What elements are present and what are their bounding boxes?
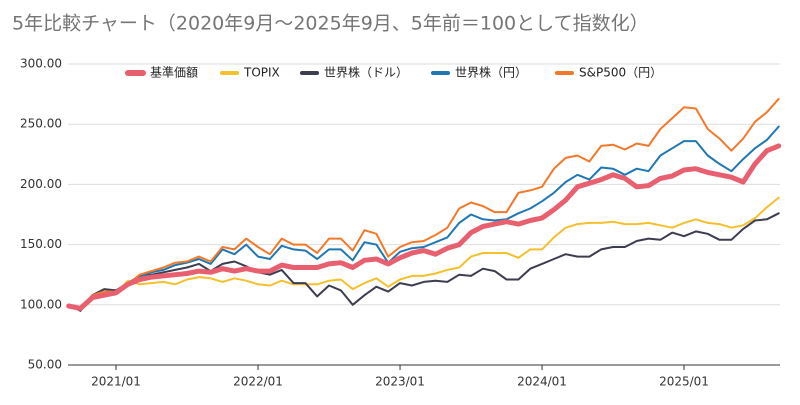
series-line [67, 125, 780, 310]
x-tick-label: 2024/01 [517, 375, 567, 389]
y-tick-label: 200.00 [20, 177, 62, 191]
series-line [67, 196, 780, 311]
y-tick-label: 100.00 [20, 297, 62, 311]
legend-label: 世界株（円） [455, 65, 527, 80]
series-line [67, 97, 780, 310]
legend-label: TOPIX [243, 66, 280, 80]
legend-label: 基準価額 [150, 65, 198, 80]
x-tick-label: 2025/01 [659, 375, 709, 389]
x-tick-label: 2022/01 [233, 375, 283, 389]
legend-label: S&P500（円） [579, 66, 662, 80]
y-tick-label: 150.00 [20, 237, 62, 251]
legend-label: 世界株（ドル） [324, 65, 408, 80]
y-tick-label: 250.00 [20, 117, 62, 131]
y-tick-label: 300.00 [20, 57, 62, 71]
y-tick-label: 50.00 [28, 358, 62, 372]
series-line [67, 212, 780, 312]
chart-title: 5年比較チャート（2020年9月〜2025年9月、5年前＝100として指数化） [12, 13, 649, 35]
x-tick-label: 2023/01 [375, 375, 425, 389]
x-tick-label: 2021/01 [91, 375, 141, 389]
series-line [66, 143, 782, 311]
